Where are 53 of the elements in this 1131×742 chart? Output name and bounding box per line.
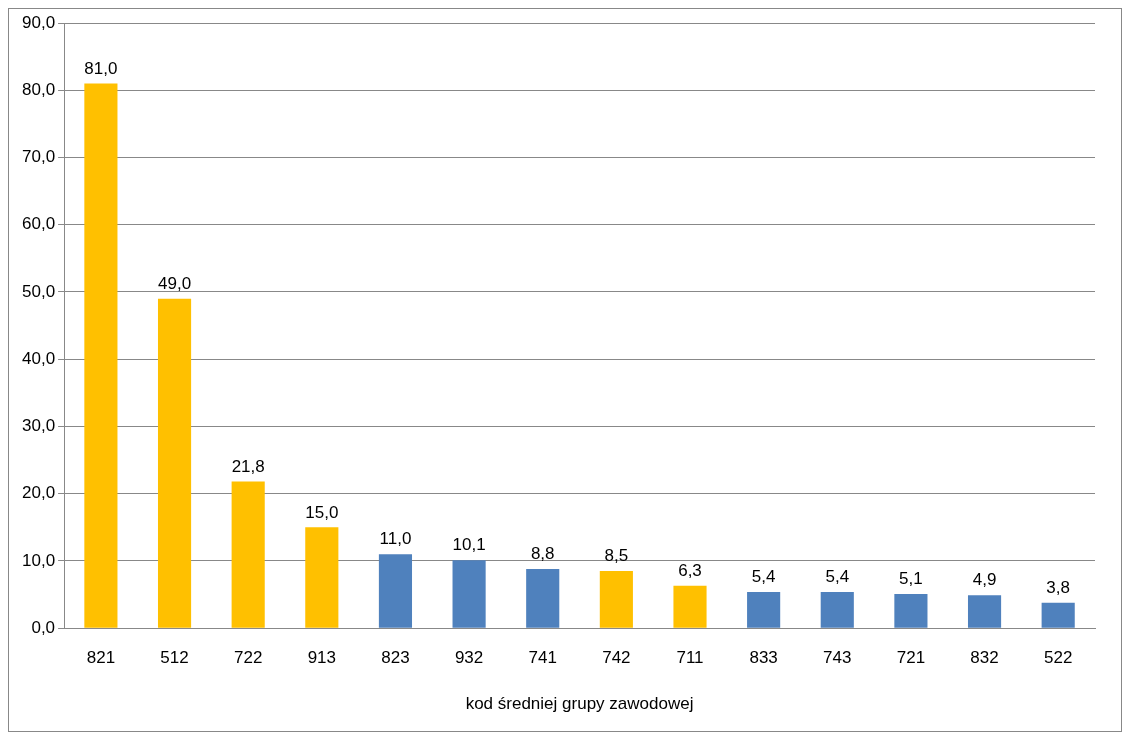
bar bbox=[747, 591, 781, 628]
y-tick-label: 0,0 bbox=[31, 617, 56, 637]
y-tick-label: 10,0 bbox=[21, 550, 56, 570]
x-tick-label: 821 bbox=[86, 648, 116, 668]
data-label: 8,8 bbox=[530, 544, 555, 564]
data-label: 4,9 bbox=[972, 570, 997, 590]
data-label: 5,4 bbox=[751, 567, 776, 587]
data-label: 15,0 bbox=[305, 502, 339, 522]
x-tick-label: 722 bbox=[233, 648, 263, 668]
bar bbox=[673, 585, 707, 628]
bar bbox=[378, 554, 413, 628]
data-label: 6,3 bbox=[678, 561, 702, 581]
x-tick-label: 711 bbox=[676, 648, 704, 668]
data-label: 5,1 bbox=[899, 569, 923, 589]
bar bbox=[452, 560, 486, 628]
x-tick-label: 512 bbox=[160, 648, 189, 668]
data-label: 10,1 bbox=[452, 535, 486, 555]
y-tick-label: 40,0 bbox=[21, 348, 56, 368]
x-tick-label: 742 bbox=[602, 648, 631, 668]
bar bbox=[967, 595, 1002, 628]
bar bbox=[894, 593, 928, 628]
y-tick-label: 90,0 bbox=[21, 12, 56, 32]
y-tick-label: 70,0 bbox=[21, 147, 56, 167]
bar bbox=[84, 83, 118, 628]
data-label: 81,0 bbox=[84, 58, 118, 78]
data-label: 49,0 bbox=[158, 273, 192, 293]
bar bbox=[820, 591, 854, 628]
data-label: 8,5 bbox=[604, 546, 629, 566]
x-tick-label: 823 bbox=[381, 648, 410, 668]
data-label: 3,8 bbox=[1046, 577, 1070, 597]
x-tick-label: 832 bbox=[970, 648, 999, 668]
bar bbox=[526, 569, 560, 628]
y-tick-label: 20,0 bbox=[21, 483, 56, 503]
x-tick-label: 743 bbox=[823, 648, 852, 668]
data-label: 11,0 bbox=[379, 529, 412, 549]
x-axis-title: kod średniej grupy zawodowej bbox=[465, 694, 694, 714]
x-tick-label: 932 bbox=[454, 648, 484, 668]
y-tick-label: 60,0 bbox=[21, 214, 56, 234]
y-tick-label: 30,0 bbox=[21, 416, 56, 436]
bar bbox=[157, 298, 192, 628]
bar bbox=[1041, 602, 1075, 628]
x-tick-label: 522 bbox=[1043, 648, 1073, 668]
x-tick-label: 741 bbox=[528, 648, 557, 668]
x-tick-label: 721 bbox=[896, 648, 926, 668]
y-tick-label: 50,0 bbox=[21, 281, 56, 301]
bar bbox=[305, 527, 339, 628]
y-tick-label: 80,0 bbox=[21, 79, 56, 99]
bar bbox=[599, 571, 633, 628]
data-label: 5,4 bbox=[825, 567, 850, 587]
x-tick-label: 913 bbox=[307, 648, 336, 668]
bar bbox=[231, 481, 265, 628]
x-tick-label: 833 bbox=[749, 648, 778, 668]
data-label: 21,8 bbox=[231, 456, 265, 476]
